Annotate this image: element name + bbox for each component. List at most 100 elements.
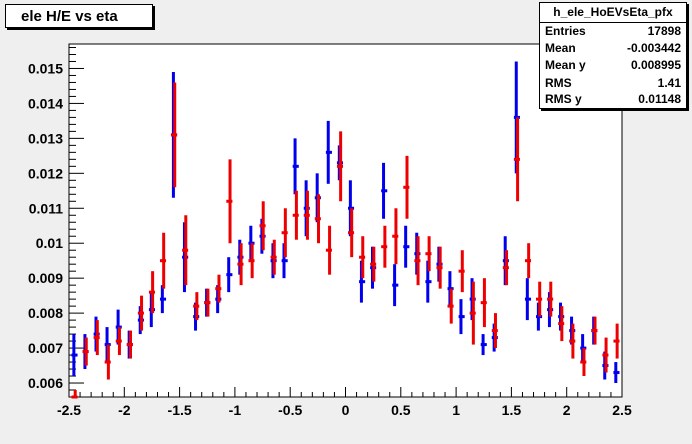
data-point	[580, 348, 587, 377]
x-tick-label: 2	[563, 402, 571, 418]
data-point	[392, 264, 399, 307]
data-point	[381, 225, 388, 268]
stats-row-rms: RMS 1.41	[545, 76, 681, 93]
data-point	[403, 155, 410, 219]
data-point	[480, 278, 487, 328]
data-point	[613, 323, 620, 359]
data-point	[171, 82, 178, 188]
data-point	[71, 390, 78, 399]
chart-title: ele H/E vs eta	[21, 8, 118, 25]
y-tick-label: 0.006	[28, 375, 63, 391]
data-point	[182, 215, 189, 286]
data-point	[458, 299, 465, 335]
data-point	[591, 316, 598, 345]
data-point	[270, 239, 277, 275]
data-series	[71, 61, 620, 399]
stats-row-entries: Entries 17898	[545, 24, 681, 41]
x-tick-label: -2.5	[57, 402, 81, 418]
data-point	[569, 323, 576, 359]
x-tick-label: 1	[452, 402, 460, 418]
y-tick-label: 0.012	[28, 165, 63, 181]
axis-ticks: -2.5 -2 -1.5 -1 -0.5 0 0.5 1 1.5 2 2.5 0.006 0.007 0.…	[28, 46, 632, 418]
data-point	[425, 236, 432, 272]
stats-key: RMS y	[545, 92, 582, 106]
y-tick-label: 0.008	[28, 305, 63, 321]
stats-key: RMS	[545, 76, 572, 90]
data-point	[502, 250, 509, 286]
data-point	[392, 208, 399, 265]
y-tick-label: 0.013	[28, 130, 63, 146]
stats-value: 1.41	[657, 76, 681, 90]
x-tick-label: -2	[118, 402, 131, 418]
title-box: ele H/E vs eta	[5, 4, 153, 28]
data-point	[148, 271, 155, 314]
x-tick-label: -1	[229, 402, 242, 418]
data-point	[303, 190, 310, 240]
data-point	[480, 334, 487, 356]
data-point	[193, 292, 200, 321]
x-tick-label: 1.5	[502, 402, 522, 418]
data-point	[159, 232, 167, 289]
plot-frame	[68, 43, 623, 398]
data-point	[259, 201, 266, 251]
data-point	[325, 120, 332, 184]
y-tick-label: 0.009	[28, 270, 63, 286]
x-tick-label: -0.5	[278, 402, 302, 418]
data-point	[314, 194, 321, 244]
data-point	[436, 246, 443, 289]
stats-row-mean-y: Mean y 0.008995	[545, 58, 681, 75]
data-point	[226, 257, 233, 293]
data-point	[215, 274, 222, 303]
data-point	[524, 243, 532, 279]
data-point	[159, 285, 167, 314]
x-tick-label: 0.5	[391, 402, 411, 418]
data-point	[513, 117, 520, 202]
stats-value: 0.01148	[638, 92, 681, 106]
stats-box: h_ele_HoEVsEta_pfx Entries 17898 Mean -0…	[539, 2, 687, 109]
data-point	[71, 334, 78, 377]
data-point	[558, 306, 565, 342]
data-point	[226, 159, 233, 244]
data-point	[370, 246, 377, 282]
stats-key: Entries	[545, 24, 586, 38]
data-point	[126, 330, 133, 359]
x-tick-label: 0	[342, 402, 350, 418]
data-point	[325, 225, 332, 275]
data-point	[414, 236, 421, 286]
stats-histogram-name: h_ele_HoEVsEta_pfx	[540, 3, 686, 23]
data-point	[381, 162, 388, 219]
data-point	[491, 313, 498, 349]
series-red	[71, 82, 620, 399]
data-point	[602, 337, 609, 373]
data-point	[347, 208, 355, 258]
y-tick-label: 0.015	[28, 60, 63, 76]
data-point	[547, 281, 554, 317]
data-point	[403, 225, 410, 268]
data-point	[248, 243, 255, 279]
stats-key: Mean	[545, 41, 576, 55]
data-point	[292, 138, 299, 195]
stats-row-rms-y: RMS y 0.01148	[545, 92, 681, 109]
data-point	[613, 362, 620, 384]
data-point	[237, 243, 244, 286]
stats-value: -0.003442	[626, 41, 681, 55]
stats-key: Mean y	[545, 58, 586, 72]
y-tick-label: 0.014	[28, 95, 63, 111]
data-point	[536, 281, 543, 317]
data-point	[524, 278, 532, 321]
y-tick-label: 0.007	[28, 340, 63, 356]
data-point	[281, 208, 288, 258]
x-tick-label: 2.5	[612, 402, 632, 418]
data-point	[93, 320, 100, 356]
data-point	[359, 236, 366, 279]
y-tick-label: 0.011	[29, 200, 63, 216]
data-point	[336, 131, 344, 202]
x-tick-label: -1.5	[168, 402, 192, 418]
stats-value: 0.008995	[630, 58, 681, 72]
data-point	[447, 288, 454, 324]
data-point	[469, 281, 476, 345]
stats-value: 17898	[647, 24, 681, 38]
data-point	[292, 190, 299, 240]
data-point	[137, 295, 144, 331]
